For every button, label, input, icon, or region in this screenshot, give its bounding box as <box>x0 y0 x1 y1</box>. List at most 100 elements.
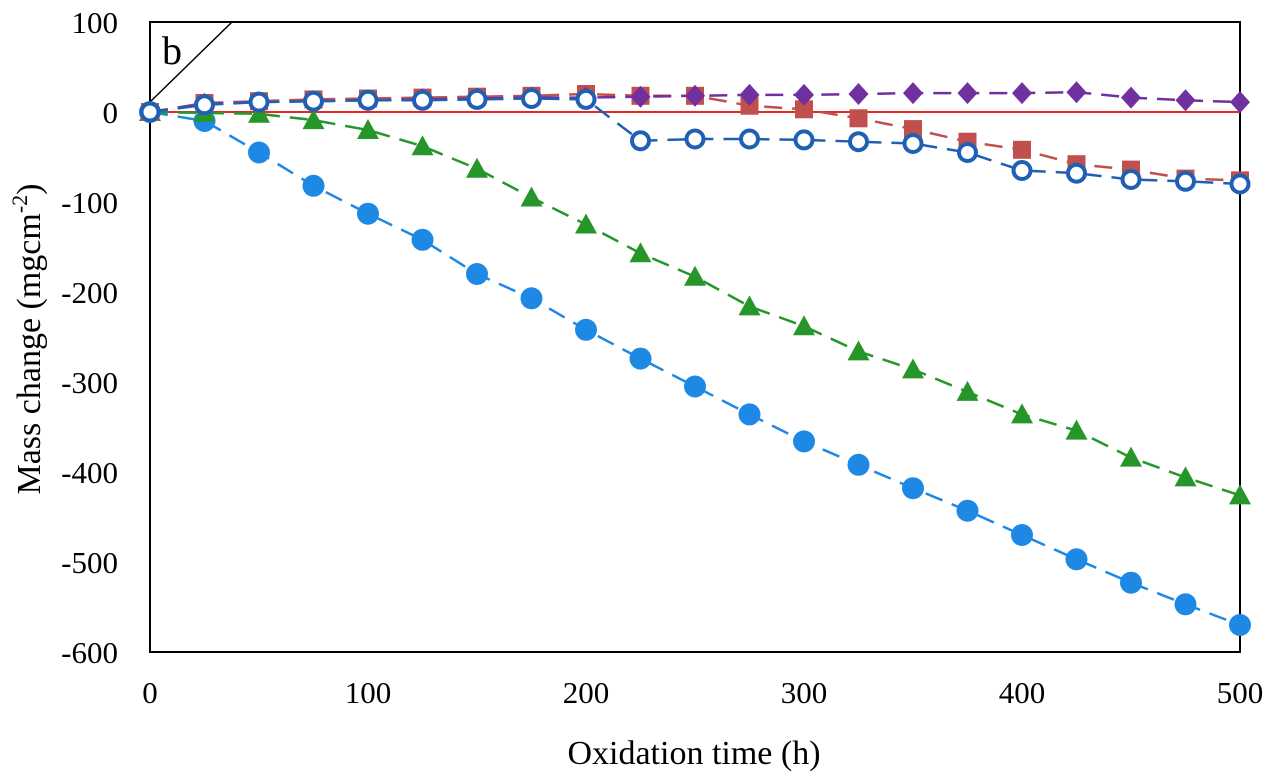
data-point-triangle <box>1174 466 1197 487</box>
plot-frame <box>149 21 1241 653</box>
x-tick-label: 400 <box>999 675 1046 710</box>
data-point-filled-circle <box>466 263 488 285</box>
data-point-triangle <box>357 119 379 139</box>
data-point-filled-circle <box>1065 548 1088 571</box>
y-tick-label: 100 <box>72 5 119 40</box>
data-point-filled-circle <box>1174 593 1197 616</box>
data-point-square <box>849 109 868 128</box>
y-axis-title: Mass change (mgcm-2) <box>7 183 48 494</box>
data-point-filled-circle <box>520 287 543 310</box>
data-point-open-circle <box>739 128 760 150</box>
data-point-square <box>795 100 813 119</box>
data-point-open-circle <box>1011 160 1033 181</box>
data-point-triangle <box>629 242 652 263</box>
data-point-triangle <box>302 109 325 130</box>
series-triangle <box>139 101 1251 505</box>
data-point-triangle <box>575 213 597 234</box>
x-tick-label: 0 <box>142 675 158 710</box>
series-line <box>149 110 1241 497</box>
x-tick-labels: 0 100 200 300 400 500 <box>142 675 1263 710</box>
y-tick-label: -500 <box>61 545 118 580</box>
data-point-open-circle <box>630 130 651 152</box>
data-point-open-circle <box>139 101 161 123</box>
data-point-triangle <box>1065 419 1088 440</box>
data-point-open-circle <box>357 89 379 111</box>
data-point-open-circle <box>793 129 815 151</box>
data-point-open-circle <box>1229 173 1251 195</box>
data-point-diamond <box>957 82 978 105</box>
data-point-diamond <box>739 83 760 106</box>
data-point-filled-circle <box>1229 614 1251 636</box>
data-point-filled-circle <box>629 347 652 370</box>
data-point-open-circle <box>575 88 597 110</box>
data-point-square <box>904 120 922 139</box>
data-point-diamond <box>903 82 923 105</box>
data-point-filled-circle <box>956 499 979 522</box>
data-point-diamond <box>630 85 651 108</box>
data-point-open-circle <box>1175 170 1196 192</box>
data-point-filled-circle <box>248 141 270 164</box>
data-point-triangle <box>793 315 815 336</box>
data-point-filled-circle <box>902 477 924 500</box>
data-point-diamond <box>794 83 814 106</box>
y-tick-label: -300 <box>61 365 118 400</box>
data-point-triangle <box>738 295 761 316</box>
data-point-filled-circle <box>357 202 379 225</box>
data-point-open-circle <box>194 94 215 116</box>
y-axis-title-close: ) <box>11 183 48 194</box>
data-point-diamond <box>1066 81 1087 104</box>
y-tick-label: -200 <box>61 275 118 310</box>
data-point-triangle <box>956 380 979 401</box>
data-point-triangle <box>520 186 543 207</box>
data-point-triangle <box>847 340 870 361</box>
data-point-triangle <box>902 358 924 379</box>
data-point-diamond <box>1175 89 1196 112</box>
y-tick-label: -400 <box>61 455 118 490</box>
x-tick-label: 300 <box>781 675 828 710</box>
data-point-diamond <box>1012 82 1032 105</box>
x-tick-label: 500 <box>1217 675 1264 710</box>
panel-label-corner-line <box>149 21 233 103</box>
data-point-open-circle <box>848 131 869 153</box>
data-point-filled-circle <box>1011 524 1033 546</box>
data-point-open-circle <box>1066 162 1087 184</box>
y-tick-label: 0 <box>103 95 119 130</box>
data-point-triangle <box>1120 446 1142 467</box>
y-axis-title-superscript: -2 <box>7 195 32 213</box>
data-point-open-circle <box>303 90 324 112</box>
data-point-triangle <box>1011 403 1033 424</box>
data-point-open-circle <box>521 88 542 109</box>
series-group <box>139 81 1251 636</box>
data-point-filled-circle <box>1120 571 1142 594</box>
data-point-filled-circle <box>411 228 434 251</box>
data-point-filled-circle <box>575 318 597 341</box>
data-point-diamond <box>848 83 869 105</box>
data-point-diamond <box>685 84 705 107</box>
panel-label: b <box>162 28 182 73</box>
data-point-open-circle <box>902 133 924 154</box>
data-point-open-circle <box>248 91 270 113</box>
data-point-triangle <box>1229 484 1251 505</box>
data-point-open-circle <box>684 128 706 150</box>
y-tick-label: -600 <box>61 635 118 670</box>
data-point-triangle <box>684 265 706 286</box>
plot-border <box>149 21 1241 653</box>
data-point-square <box>1013 140 1031 159</box>
x-axis-title: Oxidation time (h) <box>567 735 820 772</box>
data-point-filled-circle <box>684 375 706 398</box>
data-point-open-circle <box>1120 169 1142 190</box>
x-tick-label: 200 <box>563 675 610 710</box>
x-tick-label: 100 <box>345 675 392 710</box>
data-point-filled-circle <box>302 174 325 197</box>
data-point-open-circle <box>412 89 433 111</box>
y-axis-title-main: Mass change (mgcm <box>11 213 48 494</box>
data-point-filled-circle <box>738 403 761 426</box>
data-point-filled-circle <box>793 430 815 453</box>
series-line <box>149 97 1241 186</box>
series-open-circle <box>139 88 1251 195</box>
data-point-open-circle <box>957 142 978 163</box>
series-filled-circle <box>139 101 1251 636</box>
series-line <box>149 110 1241 627</box>
y-tick-labels: 100 0 -100 -200 -300 -400 -500 -600 <box>61 5 118 670</box>
